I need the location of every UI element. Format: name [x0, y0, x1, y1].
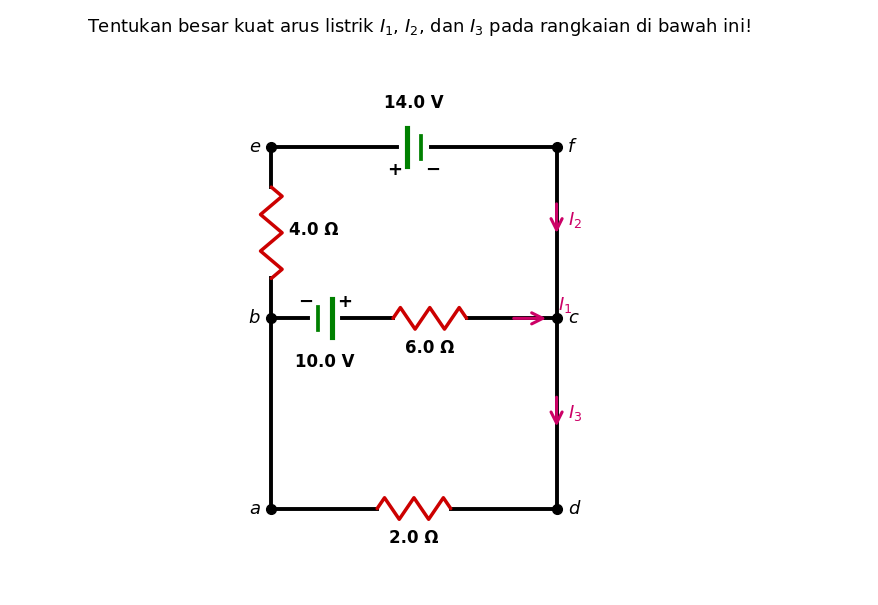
Text: $I_1$: $I_1$	[558, 295, 572, 315]
Text: e: e	[248, 138, 260, 156]
Text: 14.0 V: 14.0 V	[384, 94, 443, 113]
Text: c: c	[567, 309, 577, 327]
Text: Tentukan besar kuat arus listrik $I_1$, $I_2$, dan $I_3$ pada rangkaian di bawah: Tentukan besar kuat arus listrik $I_1$, …	[88, 16, 751, 39]
Text: f: f	[567, 138, 573, 156]
Text: 6.0 Ω: 6.0 Ω	[405, 339, 454, 356]
Text: $I_2$: $I_2$	[567, 210, 581, 230]
Text: b: b	[248, 309, 260, 327]
Text: 2.0 Ω: 2.0 Ω	[389, 529, 438, 547]
Text: 10.0 V: 10.0 V	[295, 353, 355, 371]
Text: −: −	[425, 161, 440, 179]
Text: −: −	[299, 293, 313, 311]
Text: a: a	[248, 500, 260, 517]
Text: +: +	[387, 161, 402, 179]
Text: $I_3$: $I_3$	[567, 404, 581, 424]
Text: +: +	[336, 293, 351, 311]
Text: d: d	[567, 500, 579, 517]
Text: 4.0 Ω: 4.0 Ω	[289, 221, 338, 238]
